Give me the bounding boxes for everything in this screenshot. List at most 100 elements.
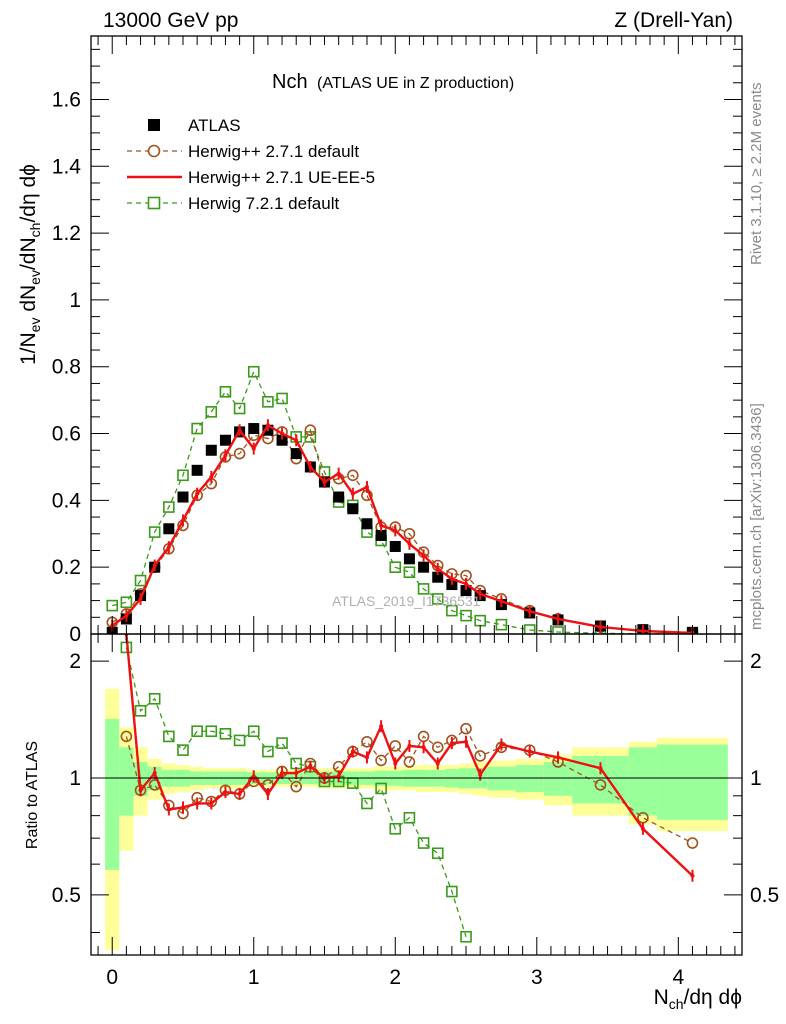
herwigpp-ueee5-point — [364, 755, 369, 760]
herwigpp-ueee5-point — [336, 774, 341, 779]
atlas-data-point — [163, 523, 175, 535]
herwig7-default-point — [247, 725, 260, 738]
herwigpp-ueee5-point — [251, 446, 256, 451]
herwigpp-ueee5-point — [527, 749, 532, 754]
atlas-data-point — [361, 518, 373, 530]
plot-title-main: Nch — [272, 71, 308, 93]
herwig7-default-point — [389, 822, 402, 835]
herwigpp-ueee5-point — [138, 596, 143, 601]
herwigpp-ueee5-point — [499, 742, 504, 747]
herwig7-default-point — [552, 626, 564, 634]
herwigpp-default-point — [686, 837, 699, 849]
legend-label: Herwig++ 2.7.1 UE-EE-5 — [188, 168, 375, 187]
herwigpp-ueee5-point — [280, 771, 285, 776]
series-line — [112, 370, 693, 634]
herwig7-default-point — [495, 618, 508, 631]
herwigpp-ueee5-point — [152, 563, 157, 568]
atlas-data-point — [276, 434, 288, 446]
herwigpp-ueee5-point — [449, 576, 454, 581]
herwigpp-default-point — [474, 750, 486, 762]
y-tick-label: 0.8 — [52, 356, 81, 379]
series-line — [125, 634, 694, 877]
herwigpp-ueee5-point — [379, 523, 384, 528]
herwig7-default-point — [247, 365, 260, 378]
herwig7-default-point — [460, 609, 472, 622]
legend-label: Herwig++ 2.7.1 default — [188, 142, 359, 161]
y-tick-label: 1.4 — [52, 155, 82, 178]
axis-tick-labels: 0 1 2 3 4 0 0.2 0.4 0.6 0.8 1 1.2 1.4 1.6 0.5 0.5 1 1 2 2 — [52, 88, 779, 989]
series-line — [125, 647, 467, 937]
herwigpp-ueee5-point — [209, 801, 214, 806]
atlas-data-point — [191, 464, 203, 476]
x-tick-label: 0 — [106, 966, 118, 989]
herwigpp-ueee5-point — [223, 790, 228, 795]
herwig7-default-point — [417, 837, 430, 849]
herwig7-default-point — [446, 885, 458, 898]
herwigpp-default-point — [637, 811, 649, 824]
ratio-y-tick-label-right: 0.5 — [750, 884, 779, 907]
herwigpp-ueee5-point — [556, 616, 561, 621]
herwig7-default-point — [290, 757, 303, 770]
herwig7-default-point — [446, 604, 458, 617]
atlas-data-point — [460, 585, 472, 597]
herwigpp-ueee5-point — [209, 474, 214, 479]
herwigpp-ueee5-point — [138, 788, 143, 793]
atlas-data-point — [248, 423, 260, 435]
y-tick-label: 0.2 — [52, 556, 81, 579]
herwigpp-ueee5-point — [393, 761, 398, 766]
band-inner-segment — [628, 747, 658, 816]
herwig7-default-point — [177, 469, 189, 482]
atlas-data-point — [403, 553, 415, 565]
herwigpp-default-point — [233, 447, 246, 460]
atlas-data-point — [389, 540, 401, 552]
herwigpp-default-point — [375, 754, 387, 767]
herwig7-default-point — [403, 811, 416, 824]
herwig7-default-point — [177, 744, 189, 756]
herwig7-default-point — [163, 730, 175, 743]
herwig7-default-point — [389, 561, 402, 573]
main-y-axis-label: 1/Nev dNev/dNch/dη dϕ — [17, 164, 43, 365]
herwigpp-default-point — [120, 730, 133, 743]
legend-circle-marker — [147, 144, 161, 158]
ratio-y-tick-label-right: 2 — [750, 650, 762, 673]
herwigpp-ueee5-point — [251, 774, 256, 779]
plot-title: Nch (ATLAS UE in Z production) — [272, 71, 514, 93]
series-line — [125, 727, 693, 844]
herwigpp-ueee5-point — [265, 791, 270, 796]
herwig7-default-point — [134, 574, 147, 587]
herwigpp-ueee5-point — [195, 801, 200, 806]
herwigpp-ueee5-point — [435, 761, 440, 766]
herwigpp-ueee5-point — [237, 428, 242, 433]
herwigpp-ueee5-point — [393, 528, 398, 533]
herwigpp-ueee5-point — [640, 628, 645, 633]
herwigpp-ueee5-point — [322, 479, 327, 484]
y-tick-label: 0.4 — [52, 489, 82, 512]
herwig7-default-point — [163, 501, 175, 513]
herwigpp-ueee5-point — [464, 581, 469, 586]
herwig7-default-point — [233, 402, 246, 415]
herwigpp-ueee5-point — [421, 553, 426, 558]
herwigpp-ueee5-point — [223, 453, 228, 458]
herwigpp-ueee5-point — [336, 471, 341, 476]
herwigpp-default-point — [403, 756, 416, 768]
herwigpp-ueee5-point — [435, 566, 440, 571]
rivet-version-label: Rivet 3.1.10, ≥ 2.2M events — [748, 83, 765, 266]
herwigpp-ueee5-point — [195, 491, 200, 496]
legend-label: Herwig 7.2.1 default — [188, 194, 339, 213]
herwigpp-default-point — [361, 735, 373, 748]
herwigpp-ueee5-point — [364, 485, 369, 490]
series-line — [111, 428, 693, 634]
herwig7-default-point — [262, 745, 274, 758]
herwig7-default-point — [233, 734, 246, 747]
herwigpp-ueee5-point — [527, 609, 532, 614]
herwigpp-ueee5-point — [308, 464, 313, 469]
herwig7-default-point — [431, 847, 444, 860]
herwig7-default-point — [361, 797, 373, 810]
herwigpp-ueee5-point — [464, 739, 469, 744]
herwig7-default-point — [120, 596, 133, 609]
atlas-data-point — [333, 491, 345, 503]
watermark: ATLAS_2019_I1736531 — [332, 593, 481, 609]
herwigpp-default-point — [460, 722, 472, 735]
herwig7-default-point — [191, 725, 203, 738]
legend-square-marker — [147, 196, 161, 210]
